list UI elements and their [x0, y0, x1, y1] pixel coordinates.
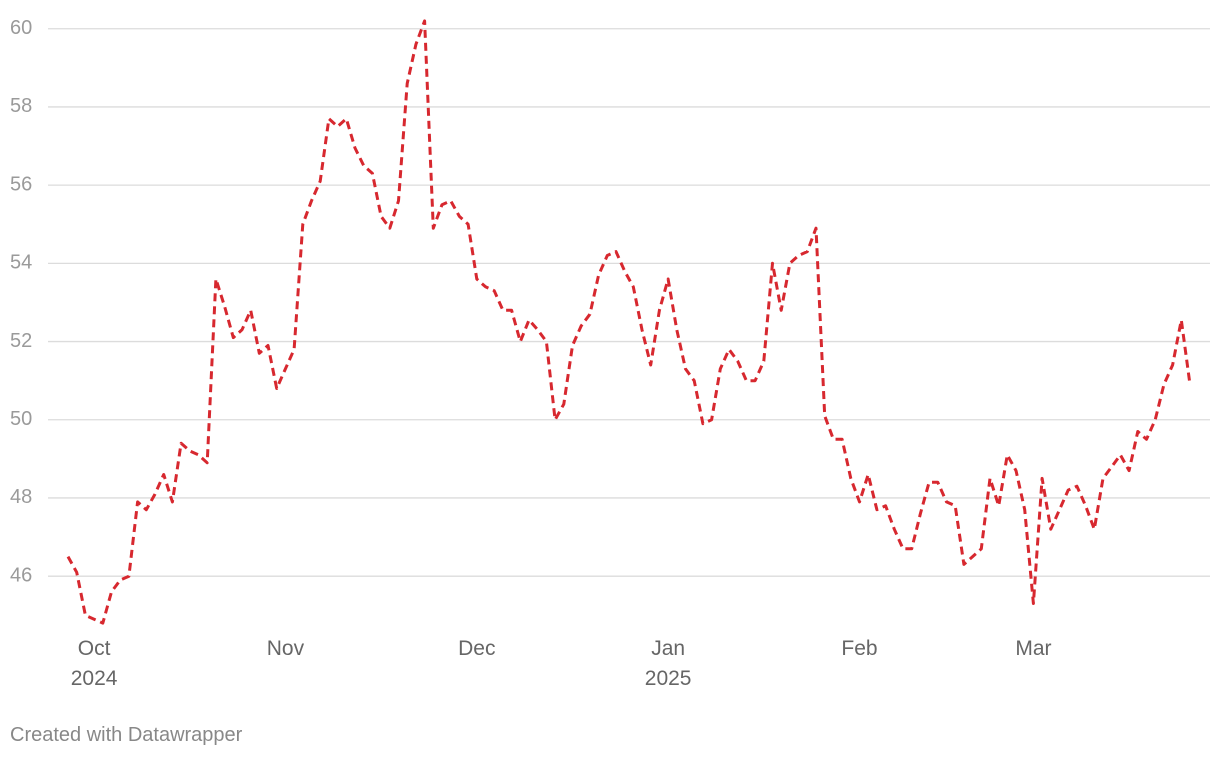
line: [66, 19, 1192, 625]
y-tick-label: 52: [10, 330, 32, 352]
y-tick-label: 56: [10, 173, 32, 195]
y-tick-label: 46: [10, 564, 32, 586]
x-tick-label: Nov: [266, 637, 305, 660]
y-tick-label: 48: [10, 486, 32, 508]
x-tick-label: Mar: [1015, 637, 1052, 660]
x-tick-label: Jan 2025: [644, 637, 692, 690]
footer: Created with Datawrapper: [10, 724, 243, 746]
x-tick-label: Feb: [841, 637, 878, 660]
y-tick-label: 54: [10, 252, 32, 274]
y-tick-label: 50: [10, 408, 32, 430]
x-tick-label: Dec: [458, 637, 496, 660]
chart: 46 48 50 52 54 56 58 60: [10, 17, 1210, 625]
x-tick-label: Oct 2024: [70, 637, 118, 690]
y-tick-label: 60: [10, 17, 32, 39]
y-tick-label: 58: [10, 95, 32, 117]
